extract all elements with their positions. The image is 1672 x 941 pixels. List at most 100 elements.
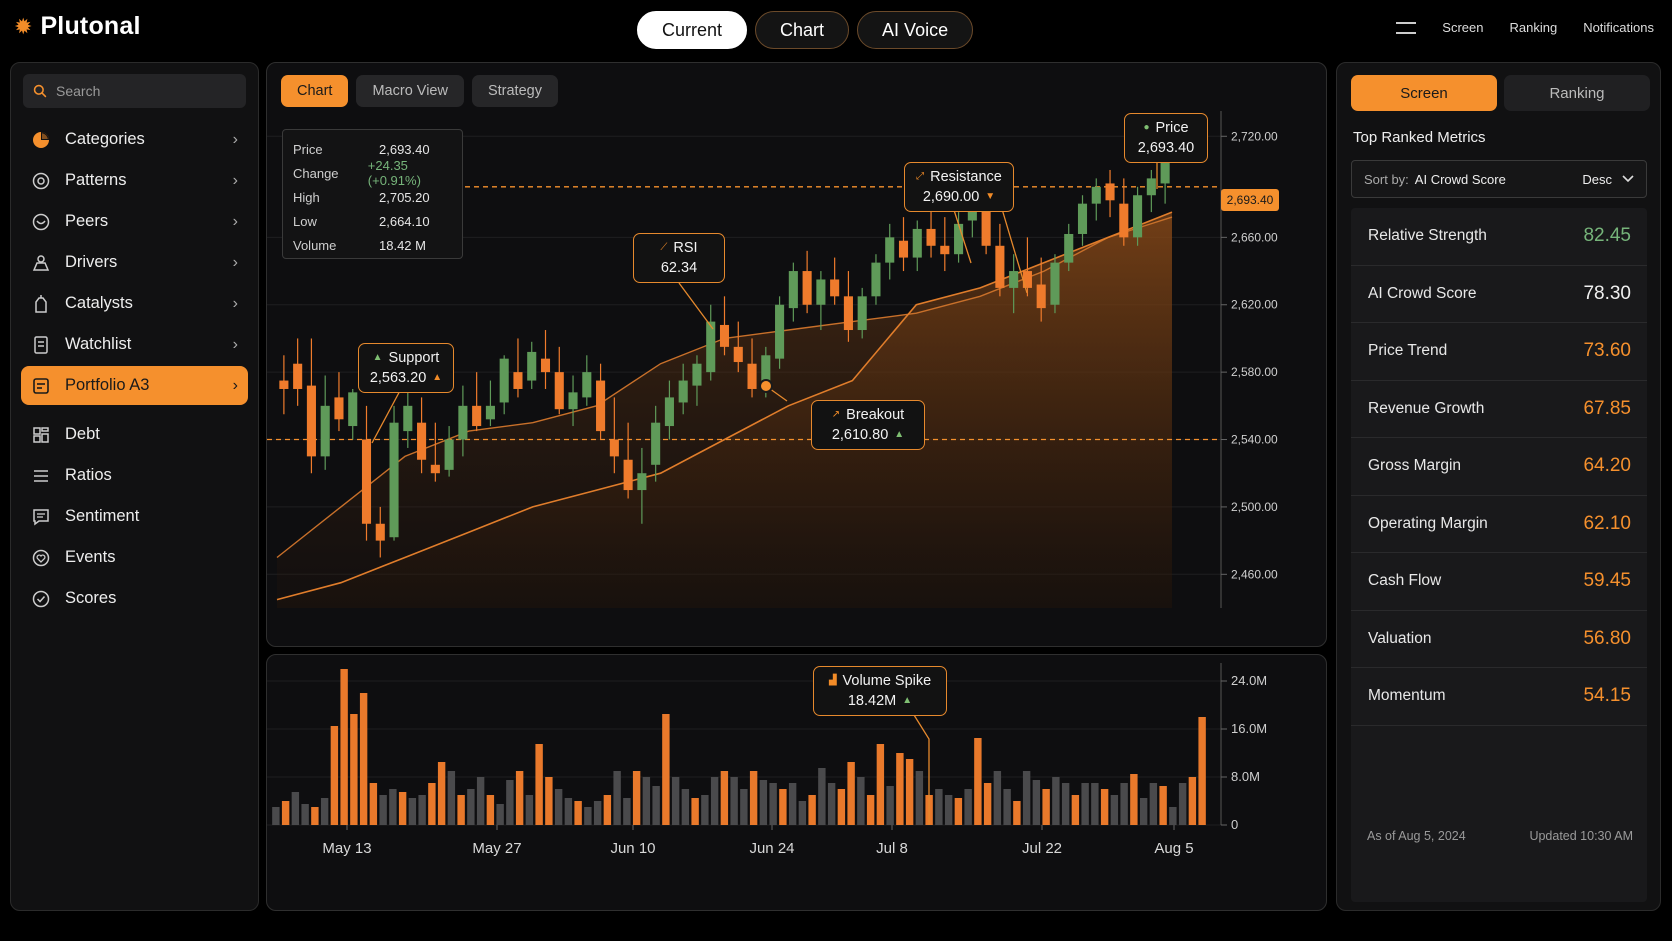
candle[interactable] [816, 271, 826, 331]
volume-bar[interactable] [827, 783, 836, 825]
volume-bar[interactable] [681, 789, 690, 825]
sidebar-item-sentiment[interactable]: Sentiment [21, 497, 248, 536]
volume-bar[interactable] [486, 795, 495, 825]
candle[interactable] [1036, 257, 1046, 322]
candle[interactable] [954, 212, 964, 263]
candle[interactable] [527, 341, 537, 389]
volume-bar[interactable] [779, 789, 787, 825]
candle[interactable] [1105, 169, 1115, 218]
volume-bar[interactable] [613, 771, 621, 825]
volume-bar[interactable] [584, 807, 592, 825]
volume-bar[interactable] [954, 798, 963, 825]
rsi-callout[interactable]: ⟋ RSI 62.34 [633, 233, 725, 283]
candle[interactable] [334, 372, 344, 432]
tab-current[interactable]: Current [637, 11, 748, 49]
volume-bar[interactable] [1022, 771, 1031, 825]
volume-bar[interactable] [632, 771, 641, 825]
volume-spike-callout[interactable]: ▟ Volume Spike 18.42M ▲ [813, 666, 947, 716]
metric-row[interactable]: Relative Strength 82.45 [1351, 208, 1647, 266]
candle[interactable] [361, 405, 372, 541]
candle[interactable] [1119, 178, 1129, 246]
sidebar-item-categories[interactable]: Categories › [21, 120, 248, 159]
volume-bar[interactable] [535, 744, 543, 825]
volume-bar[interactable] [623, 798, 631, 825]
volume-bar[interactable] [320, 798, 329, 825]
candle[interactable] [485, 380, 495, 427]
sort-dropdown[interactable]: Sort by: AI Crowd Score Desc [1351, 160, 1647, 198]
volume-bar[interactable] [1003, 789, 1011, 825]
sidebar-item-portfolio-a3[interactable]: Portfolio A3 › [21, 366, 248, 405]
volume-bar[interactable] [1100, 789, 1109, 825]
tab-chart-view[interactable]: Chart [281, 75, 349, 107]
candle[interactable] [898, 217, 909, 272]
volume-bar[interactable] [369, 783, 378, 825]
volume-bar[interactable] [564, 798, 573, 825]
volume-bar[interactable] [350, 714, 358, 825]
volume-bar[interactable] [554, 789, 563, 825]
candle[interactable] [1133, 186, 1143, 246]
candle[interactable] [306, 338, 316, 474]
sidebar-item-catalysts[interactable]: Catalysts › [21, 284, 248, 323]
volume-bar[interactable] [876, 744, 885, 825]
volume-bar[interactable] [1032, 780, 1041, 825]
volume-bar[interactable] [447, 771, 456, 825]
candle[interactable] [444, 426, 454, 477]
volume-bar[interactable] [437, 762, 446, 825]
volume-bar[interactable] [720, 771, 729, 825]
volume-bar[interactable] [389, 789, 397, 825]
menu-icon[interactable] [1396, 21, 1417, 34]
volume-bar[interactable] [1178, 783, 1187, 825]
volume-bar[interactable] [798, 801, 807, 825]
volume-bar[interactable] [1198, 717, 1206, 825]
volume-bar[interactable] [759, 780, 768, 825]
candle[interactable] [802, 250, 812, 314]
volume-bar[interactable] [428, 783, 436, 825]
price-chart-svg[interactable]: 2,720.00 2,660.00 2,620.00 2,580.00 2,540.00… [267, 63, 1327, 647]
candle[interactable] [1091, 178, 1101, 221]
price-callout[interactable]: ● Price 2,693.40 [1124, 113, 1208, 163]
candle[interactable] [609, 397, 619, 474]
candle[interactable] [1022, 237, 1032, 297]
volume-bar[interactable] [1052, 777, 1060, 825]
volume-bar[interactable] [467, 789, 475, 825]
volume-bar[interactable] [749, 771, 758, 825]
volume-bar[interactable] [915, 771, 924, 825]
candle[interactable] [651, 405, 661, 482]
candle[interactable] [1050, 254, 1060, 314]
volume-bar[interactable] [545, 777, 553, 825]
candle[interactable] [472, 372, 482, 432]
volume-bar[interactable] [1139, 798, 1148, 825]
sidebar-item-debt[interactable]: Debt [21, 415, 248, 454]
volume-bar[interactable] [642, 777, 651, 825]
volume-bar[interactable] [301, 804, 309, 825]
volume-bar[interactable] [691, 798, 699, 825]
volume-bar[interactable] [857, 777, 865, 825]
candle[interactable] [623, 422, 633, 499]
volume-bar[interactable] [671, 777, 680, 825]
candle[interactable] [706, 304, 716, 381]
volume-bar[interactable] [1110, 795, 1119, 825]
volume-bar[interactable] [769, 783, 777, 825]
metric-row[interactable]: Price Trend 73.60 [1351, 323, 1647, 381]
search-input[interactable] [56, 83, 236, 99]
nav-screen-link[interactable]: Screen [1442, 20, 1484, 35]
tab-strategy[interactable]: Strategy [471, 75, 558, 107]
volume-bar[interactable] [886, 786, 894, 825]
candle[interactable] [719, 296, 730, 356]
volume-bar[interactable] [1071, 795, 1080, 825]
volume-bar[interactable] [408, 798, 417, 825]
metric-row[interactable]: Valuation 56.80 [1351, 611, 1647, 668]
candle[interactable] [857, 287, 867, 339]
search-box[interactable] [23, 74, 246, 108]
volume-bar[interactable] [1013, 801, 1021, 825]
candle[interactable] [637, 447, 647, 524]
nav-notifications-link[interactable]: Notifications [1583, 20, 1654, 35]
candle[interactable] [499, 355, 509, 415]
candle[interactable] [279, 355, 289, 415]
volume-bar[interactable] [964, 789, 972, 825]
volume-bar[interactable] [291, 792, 300, 825]
volume-bar[interactable] [525, 795, 534, 825]
volume-chart-svg[interactable]: 24.0M 16.0M 8.0M 0 May 13 May 27 Jun 10 Jun 24… [267, 655, 1327, 911]
volume-bar[interactable] [1081, 783, 1089, 825]
volume-bar[interactable] [379, 795, 387, 825]
